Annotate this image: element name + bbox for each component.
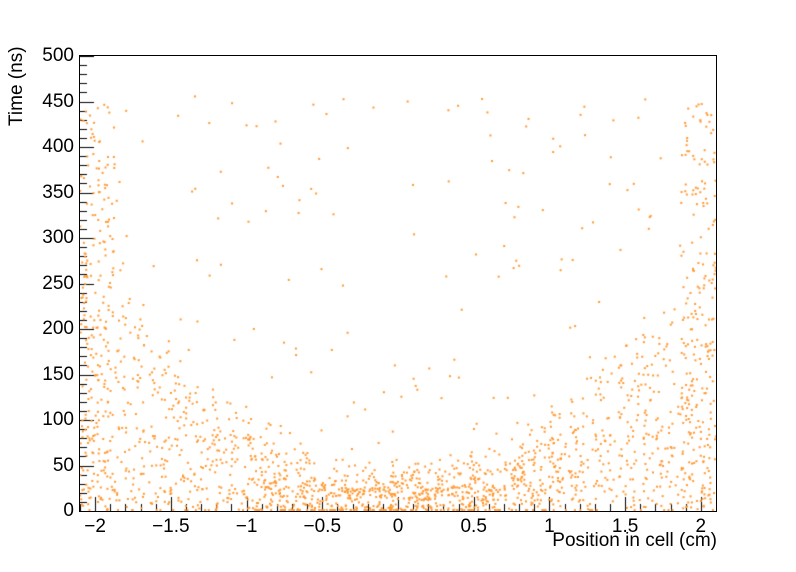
x-tick-label: −0.5 xyxy=(303,516,342,537)
y-tick-label: 450 xyxy=(42,90,74,112)
x-tick-label: 2 xyxy=(695,516,707,537)
x-tick-label: 0 xyxy=(392,516,404,537)
x-tick-label: 0.5 xyxy=(460,516,487,537)
x-tick-label: 1.5 xyxy=(611,516,639,537)
y-tick-label: 350 xyxy=(42,181,74,203)
y-tick-label: 150 xyxy=(42,363,74,385)
y-tick-label: 250 xyxy=(42,272,74,294)
scatter-points-canvas xyxy=(80,56,716,511)
y-tick-label: 500 xyxy=(42,45,74,66)
y-tick-label: 200 xyxy=(42,318,74,339)
x-tick-label: −2 xyxy=(84,516,106,537)
x-tick-label: −1.5 xyxy=(152,516,190,537)
y-tick-label: 50 xyxy=(52,454,74,476)
x-axis-title: Position in cell (cm) xyxy=(552,530,717,551)
y-tick-label: 100 xyxy=(42,409,74,430)
y-tick-label: 400 xyxy=(42,136,74,157)
y-tick-label: 300 xyxy=(42,227,74,248)
x-tick-label: 1 xyxy=(544,516,555,537)
y-tick-label: 0 xyxy=(63,500,74,521)
x-tick-label: −1 xyxy=(235,516,258,537)
plot-frame xyxy=(79,55,717,512)
